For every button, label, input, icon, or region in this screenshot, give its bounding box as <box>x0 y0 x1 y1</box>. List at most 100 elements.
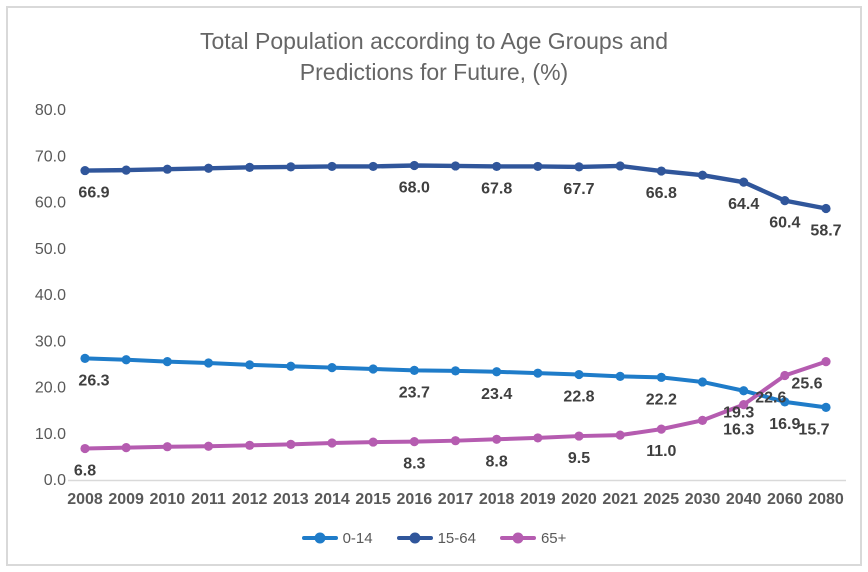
data-point <box>450 161 461 171</box>
y-axis-tick-label: 20.0 <box>35 380 66 397</box>
data-point <box>697 415 708 425</box>
data-point <box>327 438 337 448</box>
x-axis-tick-label: 2080 <box>808 491 844 508</box>
data-point <box>368 364 378 374</box>
y-axis-tick-label: 0.0 <box>44 472 66 489</box>
data-point <box>533 161 543 172</box>
y-axis-tick-label: 40.0 <box>35 287 66 304</box>
x-axis-tick-label: 2018 <box>479 491 515 508</box>
x-axis-tick-label: 2030 <box>685 491 721 508</box>
data-label-0-14: 22.2 <box>646 391 677 408</box>
data-label-0-14: 26.3 <box>78 372 109 389</box>
data-point <box>121 165 131 175</box>
data-point <box>121 443 131 453</box>
y-axis-tick-label: 30.0 <box>35 333 66 350</box>
data-label-15-64: 67.8 <box>481 180 512 197</box>
data-point <box>780 370 790 381</box>
data-point <box>203 441 214 451</box>
data-label-65+: 6.8 <box>74 463 96 480</box>
data-point <box>162 164 172 174</box>
data-point <box>245 440 255 450</box>
legend-label: 65+ <box>540 529 567 547</box>
x-axis-tick-label: 2060 <box>767 491 803 508</box>
x-axis-tick-label: 2008 <box>67 491 103 508</box>
data-point <box>80 353 90 363</box>
legend-item-0-14: 0-14 <box>301 529 373 547</box>
y-axis-tick-label: 80.0 <box>35 102 66 119</box>
x-axis-tick-label: 2016 <box>397 491 433 508</box>
data-label-15-64: 64.4 <box>728 196 759 213</box>
data-point <box>162 442 172 452</box>
data-point <box>409 160 419 171</box>
data-point <box>656 372 666 382</box>
data-label-65+: 16.3 <box>723 422 754 439</box>
data-label-15-64: 60.4 <box>769 215 800 232</box>
x-axis-tick-label: 2012 <box>232 491 268 508</box>
data-point <box>286 361 296 371</box>
data-point <box>492 434 502 444</box>
data-label-0-14: 22.8 <box>563 389 594 406</box>
data-point <box>739 386 749 396</box>
chart-title: Total Population according to Age Groups… <box>0 26 868 88</box>
data-point <box>615 371 625 381</box>
data-point <box>80 165 90 176</box>
data-label-15-64: 58.7 <box>810 223 841 240</box>
data-point <box>533 433 543 443</box>
data-point <box>697 170 708 180</box>
legend-label: 15-64 <box>437 529 476 547</box>
data-label-0-14: 19.3 <box>723 405 754 422</box>
data-point <box>121 355 131 365</box>
x-axis-tick-label: 2014 <box>314 491 350 508</box>
data-label-15-64: 68.0 <box>399 180 430 197</box>
data-point <box>203 163 214 173</box>
data-point <box>739 177 749 187</box>
legend-label: 0-14 <box>342 529 373 547</box>
data-point <box>492 161 502 172</box>
legend-marker-icon <box>499 532 536 544</box>
data-point <box>615 161 625 171</box>
data-point <box>368 161 378 172</box>
data-label-65+: 22.6 <box>755 389 786 406</box>
data-label-0-14: 16.9 <box>769 416 800 433</box>
data-point <box>286 162 296 172</box>
data-point <box>450 436 461 446</box>
data-label-15-64: 66.9 <box>78 185 109 202</box>
x-axis-tick-label: 2015 <box>355 491 391 508</box>
x-axis-tick-label: 2025 <box>644 491 680 508</box>
data-point <box>821 402 831 412</box>
y-axis-tick-label: 70.0 <box>35 148 66 165</box>
data-point <box>656 424 666 434</box>
data-label-15-64: 67.7 <box>563 181 594 198</box>
series-line-15-64 <box>82 163 829 211</box>
series-line-0-14 <box>83 356 828 410</box>
data-label-0-14: 15.7 <box>798 421 829 438</box>
data-point <box>574 369 584 380</box>
data-label-65+: 25.6 <box>791 376 822 393</box>
legend: 0-14 15-64 65+ <box>0 527 868 549</box>
x-axis-tick-label: 2009 <box>108 491 144 508</box>
data-point <box>245 162 255 172</box>
data-point <box>286 439 296 449</box>
data-point <box>162 357 172 367</box>
data-point <box>615 430 625 440</box>
y-axis-tick-label: 50.0 <box>35 241 66 258</box>
data-point <box>327 161 337 172</box>
data-point <box>574 162 584 172</box>
legend-item-65+: 65+ <box>499 529 567 547</box>
legend-marker-icon <box>301 532 338 544</box>
data-point <box>368 437 378 447</box>
data-point <box>327 363 337 373</box>
legend-item-15-64: 15-64 <box>396 529 476 547</box>
data-point <box>574 431 584 441</box>
x-axis-tick-label: 2010 <box>150 491 186 508</box>
x-axis-tick-label: 2013 <box>273 491 309 508</box>
data-point <box>245 360 255 370</box>
data-point <box>492 367 502 377</box>
x-axis-tick-label: 2017 <box>438 491 474 508</box>
data-label-65+: 9.5 <box>568 450 590 467</box>
data-point <box>780 397 790 407</box>
data-label-15-64: 66.8 <box>646 185 677 202</box>
data-point <box>450 366 461 376</box>
chart-title-line-1: Total Population according to Age Groups… <box>200 28 668 54</box>
data-label-0-14: 23.7 <box>399 384 430 401</box>
